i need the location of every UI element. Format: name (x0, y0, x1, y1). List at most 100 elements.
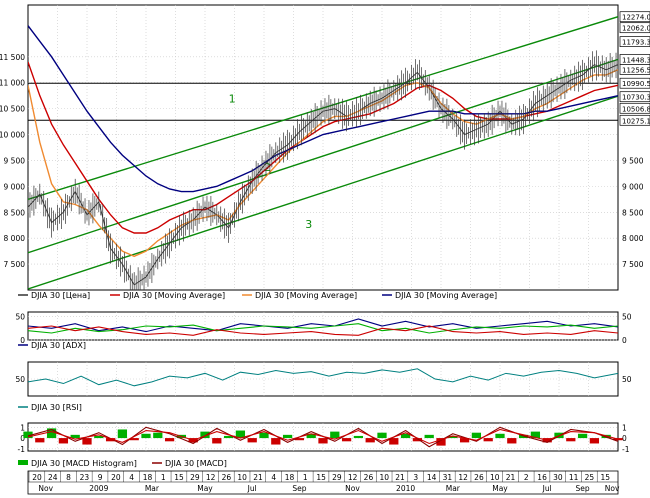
x-month-label: Mar (446, 484, 461, 493)
channel-line-2 (28, 58, 618, 254)
macd-histogram-bar (530, 431, 541, 439)
x-month-label: Sep (292, 484, 306, 493)
adx-tick-right: 0 (622, 336, 627, 345)
level-label: 10730.3 (622, 94, 650, 102)
macd-histogram-bar (58, 438, 69, 444)
x-day-label: 23 (80, 473, 90, 482)
rsi-series-0 (27, 368, 619, 387)
x-day-label: 21 (506, 473, 516, 482)
x-month-label: Jul (247, 484, 257, 493)
macd-histogram-bar (46, 428, 57, 439)
x-month-label: Nov (605, 484, 620, 493)
macd-histogram-bar (330, 431, 340, 439)
level-label-box (619, 36, 650, 47)
x-day-label: 10 (237, 473, 247, 482)
x-day-label: 15 (316, 473, 326, 482)
macd-histogram-bar (495, 433, 505, 439)
macd-histogram-bar (318, 438, 328, 444)
macd-histogram-bar (471, 432, 482, 439)
x-day-label: 4 (129, 473, 134, 482)
macd-histogram-bar (589, 438, 600, 444)
x-day-label: 10 (379, 473, 389, 482)
x-day-label: 10 (490, 473, 500, 482)
x-month-label: Nov (38, 484, 53, 493)
macd-histogram-bar (294, 438, 305, 441)
level-label-box (619, 102, 650, 114)
adx-tick-left: 0 (20, 336, 25, 345)
macd-histogram-bar (448, 435, 458, 439)
y-tick-label: 11 000 (0, 79, 25, 88)
x-day-label: 12 (206, 473, 216, 482)
y-tick-label: 9 500 (4, 156, 26, 165)
x-day-label: 9 (98, 473, 103, 482)
y-tick-label-right: 7 500 (622, 260, 644, 269)
macd-histogram-bar (341, 438, 352, 442)
macd-histogram-bar (365, 438, 375, 443)
macd-histogram-bar (436, 438, 446, 446)
macd-histogram-bar (105, 438, 116, 442)
channel-label-3: 3 (305, 218, 312, 231)
macd-histogram-bar (235, 430, 246, 439)
x-day-label: 25 (585, 473, 595, 482)
legend-label: DJIA 30 [Цена] (31, 291, 90, 300)
macd-histogram-bar (153, 432, 163, 439)
macd-histogram-bar (141, 433, 151, 439)
macd-histogram-bar (613, 438, 623, 441)
legend-label: DJIA 30 [MACD Histogram] (31, 459, 137, 468)
macd-histogram-bar (212, 438, 222, 444)
adx-series-0 (27, 318, 619, 333)
macd-histogram-bar (117, 429, 128, 439)
macd-histogram-bar (247, 438, 257, 443)
y-tick-label: 7 500 (4, 260, 26, 269)
x-day-label: 29 (190, 473, 200, 482)
x-day-label: 15 (600, 473, 610, 482)
level-label-box (619, 91, 650, 103)
y-tick-label-right: 9 000 (622, 182, 644, 191)
x-day-label: 8 (66, 473, 71, 482)
level-label: 10506.8 (622, 105, 650, 113)
x-day-label: 21 (395, 473, 405, 482)
legend-label: DJIA 30 [RSI] (31, 403, 82, 412)
macd-histogram-bar (566, 438, 576, 442)
macd-histogram-bar (94, 435, 104, 439)
legend-label: DJIA 30 [Moving Average] (395, 291, 497, 300)
level-label-box (619, 11, 650, 23)
macd-histogram-bar (577, 433, 588, 439)
x-day-label: 16 (537, 473, 547, 482)
x-day-label: 20 (111, 473, 121, 482)
macd-histogram-bar (23, 431, 33, 439)
y-tick-label: 10 500 (0, 105, 25, 114)
macd-histogram-bar (259, 432, 269, 439)
level-label: 11793.3 (622, 39, 650, 47)
macd-histogram-bar (200, 431, 210, 439)
macd-tick-left: -1 (18, 445, 26, 454)
macd-histogram-bar (306, 433, 316, 439)
macd-histogram-bar (35, 438, 45, 443)
macd-histogram-bar (389, 438, 399, 445)
macd-histogram-bar (507, 438, 517, 444)
legend-swatch (18, 460, 28, 465)
y-tick-label-right: 9 500 (622, 156, 644, 165)
x-month-label: Mar (145, 484, 160, 493)
x-day-label: 2 (524, 473, 529, 482)
x-axis-box (27, 470, 619, 495)
x-month-label: 2009 (89, 484, 108, 493)
y-tick-label: 10 000 (0, 131, 25, 140)
macd-histogram-bar (223, 435, 234, 439)
macd-series-1 (27, 428, 619, 445)
x-month-label: May (197, 484, 213, 493)
x-day-label: 12 (458, 473, 468, 482)
adx-series-2 (27, 325, 619, 336)
adx-tick-left: 50 (15, 313, 25, 322)
y-tick-label: 8 000 (4, 234, 26, 243)
level-label-box (619, 114, 650, 126)
rsi-tick-left: 50 (15, 375, 25, 384)
x-day-label: 1 (161, 473, 166, 482)
x-day-label: 26 (222, 473, 232, 482)
x-day-label: 24 (48, 473, 58, 482)
x-day-label: 21 (253, 473, 263, 482)
legend-label: DJIA 30 [ADX] (31, 341, 86, 350)
x-month-label: 2010 (396, 484, 415, 493)
y-tick-label-right: 8 000 (622, 234, 644, 243)
